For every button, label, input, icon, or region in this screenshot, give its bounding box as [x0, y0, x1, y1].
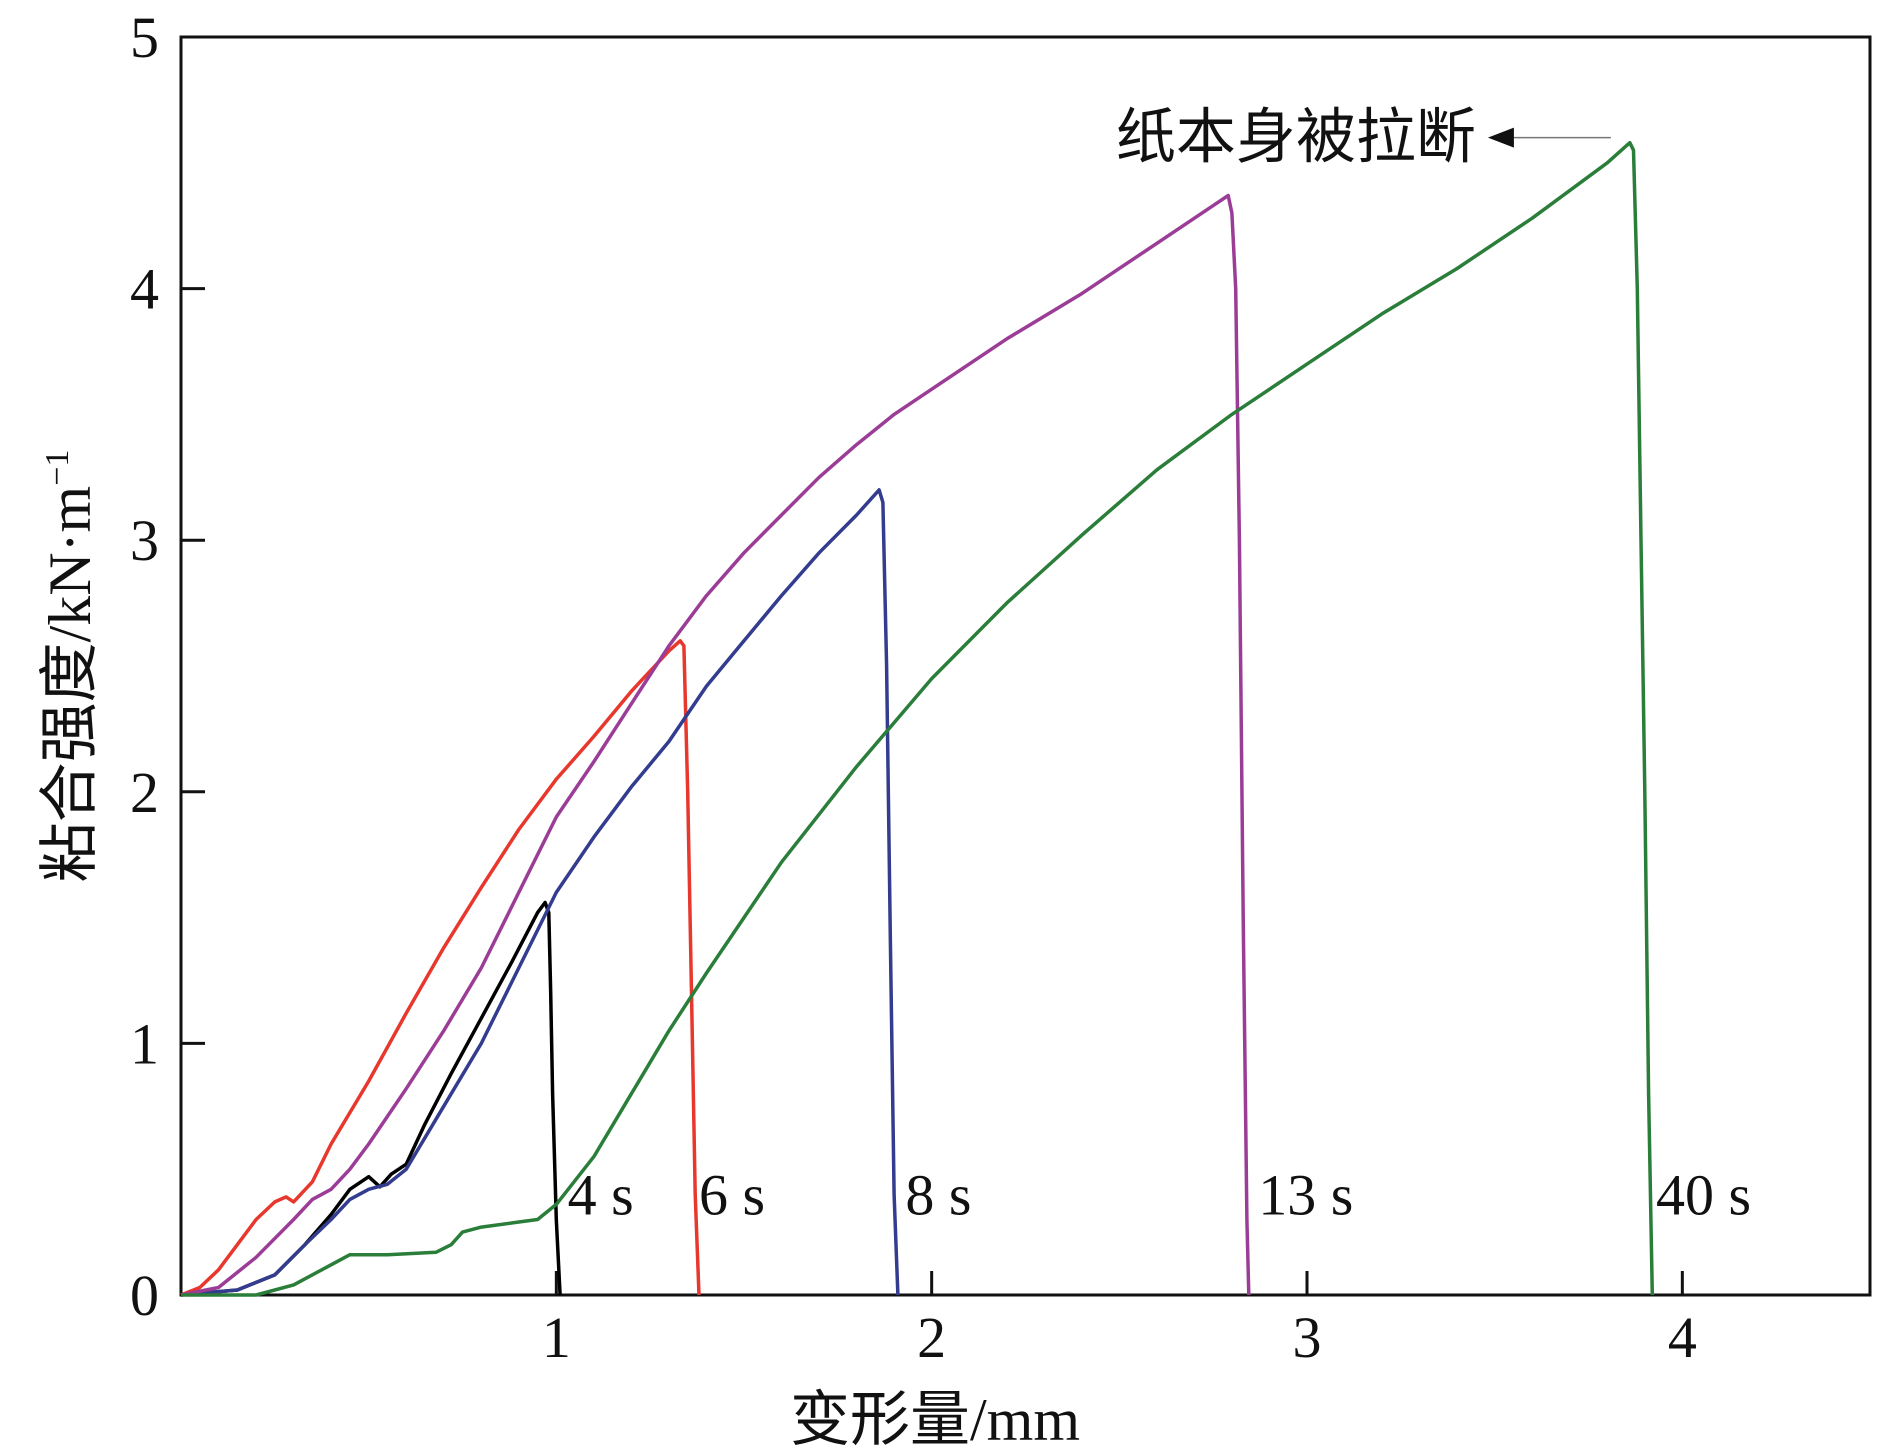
y-axis-title-main: 粘合强度/kN·m — [37, 486, 103, 883]
x-tick-label: 3 — [1293, 1305, 1322, 1370]
curve-label: 8 s — [905, 1162, 971, 1227]
y-axis-title-superscript: −1 — [39, 450, 76, 486]
plot-frame — [179, 35, 1872, 1297]
curve-labels: 4 s 6 s 8 s 13 s 40 s — [568, 1162, 1752, 1227]
curve-label: 4 s — [568, 1162, 634, 1227]
x-tick-label: 2 — [917, 1305, 946, 1370]
curve-label: 40 s — [1656, 1162, 1751, 1227]
curve-6s — [180, 639, 701, 1297]
annotations: 纸本身被拉断 — [1116, 103, 1611, 173]
y-tick-label: 5 — [130, 5, 159, 70]
y-axis-title-group: 粘合强度/kN·m−1 — [37, 450, 103, 883]
curve-label: 6 s — [699, 1162, 765, 1227]
curve-8s — [180, 488, 900, 1297]
y-tick-label: 1 — [130, 1011, 159, 1076]
y-axis-title: 粘合强度/kN·m−1 — [37, 450, 103, 883]
x-tick-label: 1 — [542, 1305, 571, 1370]
x-tick-label: 4 — [1668, 1305, 1697, 1370]
curve-13s — [180, 193, 1251, 1297]
x-axis-title: 变形量/mm — [790, 1387, 1080, 1453]
axis-ticks — [181, 287, 1684, 1295]
axis-tick-labels: 1 2 3 4 0 1 2 3 4 5 — [130, 5, 1697, 1370]
y-tick-label: 3 — [130, 508, 159, 573]
curves — [180, 140, 1655, 1297]
y-tick-label: 2 — [130, 760, 159, 825]
curve-40s — [181, 140, 1655, 1297]
annotation-text: 纸本身被拉断 — [1116, 103, 1476, 173]
y-tick-label: 0 — [130, 1263, 159, 1328]
y-tick-label: 4 — [130, 257, 159, 322]
annotation-arrowhead — [1487, 127, 1514, 148]
curve-label: 13 s — [1258, 1162, 1353, 1227]
curve-4s — [180, 900, 562, 1297]
